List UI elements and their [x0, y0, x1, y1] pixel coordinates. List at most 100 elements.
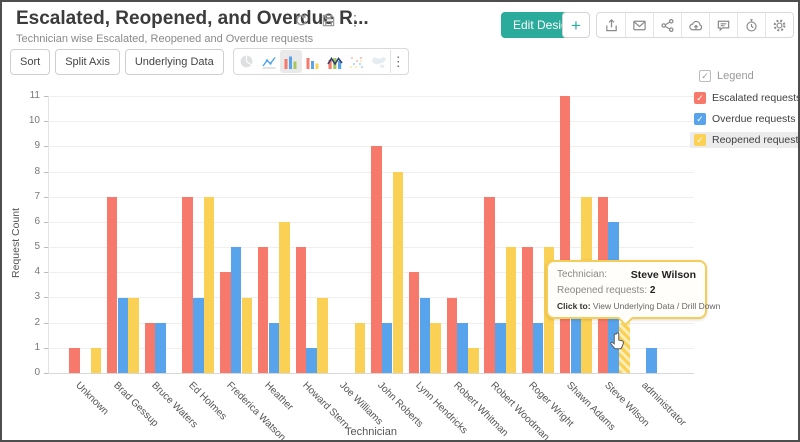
bar-overdue-requests-frederica-watson[interactable] [230, 247, 242, 373]
title-more-button[interactable]: ⋮ [346, 11, 364, 29]
map-chart-type-button[interactable] [368, 50, 390, 73]
grouped-bar-chart-type-button[interactable] [302, 50, 324, 73]
refresh-button[interactable] [292, 11, 310, 29]
page-title: Escalated, Reopened, and Overdue R... [16, 8, 369, 29]
combo-chart-icon [327, 55, 343, 69]
publish-button[interactable] [681, 13, 709, 37]
legend-toggle[interactable]: ✓ Legend [699, 70, 798, 82]
bar-escalated-requests-frederica-watson[interactable] [220, 272, 231, 373]
y-tick-label: 11 [29, 90, 40, 101]
bar-overdue-requests-brad-gessup[interactable] [117, 297, 128, 373]
tooltip-metric-label: Reopened requests: [557, 285, 648, 296]
chart-tooltip: Technician: Steve Wilson Reopened reques… [546, 260, 720, 327]
tooltip-metric-value: 2 [649, 285, 656, 296]
y-tick-mark [44, 272, 48, 274]
header-action-group [596, 12, 794, 38]
kebab-icon: ⋮ [391, 53, 405, 69]
schedule-button[interactable] [737, 13, 765, 37]
legend-checkbox-icon: ✓ [699, 70, 711, 82]
bar-overdue-requests-howard-stern[interactable] [306, 347, 317, 373]
legend-item-overdue[interactable]: ✓ Overdue requests [690, 111, 798, 127]
cloud-upload-icon [688, 18, 704, 33]
bar-escalated-requests-shawn-adams[interactable] [559, 96, 571, 373]
split-axis-button[interactable]: Split Axis [55, 48, 120, 75]
y-tick-label: 6 [34, 215, 40, 227]
bar-escalated-requests-heather[interactable] [257, 247, 269, 373]
y-tick-label: 2 [34, 316, 40, 328]
bar-reopened-requests-heather[interactable] [279, 221, 290, 373]
export-button[interactable] [597, 13, 625, 37]
grouped-bar-chart-icon [305, 55, 320, 69]
y-tick-label: 4 [34, 266, 40, 278]
bar-overdue-requests-heather[interactable] [268, 322, 279, 373]
chart-toolbar: Sort Split Axis Underlying Data [10, 48, 409, 75]
y-tick-label: 8 [34, 165, 40, 177]
bar-reopened-requests-robert-woodman[interactable] [505, 247, 517, 373]
bar-reopened-requests-ed-holmes[interactable] [203, 196, 215, 373]
bar-reopened-requests-steve-wilson[interactable] [619, 322, 630, 373]
y-tick-label: 7 [34, 190, 40, 202]
bar-escalated-requests-robert-whitman[interactable] [446, 297, 457, 373]
refresh-icon [294, 13, 309, 28]
x-axis-label: Heather [262, 380, 295, 413]
gridline [48, 96, 694, 97]
scatter-chart-type-button[interactable] [346, 50, 368, 73]
bar-escalated-requests-robert-woodman[interactable] [484, 196, 495, 373]
comment-button[interactable] [709, 13, 737, 37]
tooltip-click-label: Click to: [557, 301, 591, 311]
bar-escalated-requests-lynn-hendricks[interactable] [408, 272, 420, 373]
bar-overdue-requests-robert-woodman[interactable] [495, 322, 506, 373]
y-tick-mark [44, 171, 48, 173]
bar-escalated-requests-brad-gessup[interactable] [106, 196, 118, 373]
chart-type-more-button[interactable]: ⋮ [389, 50, 406, 73]
bar-chart-type-button[interactable] [279, 50, 302, 73]
bar-reopened-requests-robert-whitman[interactable] [468, 347, 479, 373]
y-axis-title: Request Count [10, 207, 22, 279]
bar-overdue-requests-john-roberts[interactable] [381, 322, 393, 373]
y-tick-mark [44, 196, 48, 198]
add-button[interactable]: + [562, 12, 590, 38]
x-axis-label: Unknown [73, 380, 111, 418]
bar-overdue-requests-shawn-adams[interactable] [570, 297, 581, 373]
bar-escalated-requests-john-roberts[interactable] [371, 146, 382, 373]
bar-escalated-requests-unknown[interactable] [69, 347, 80, 373]
pie-chart-type-button[interactable] [236, 50, 258, 73]
share-icon [660, 18, 675, 33]
bar-overdue-requests-ed-holmes[interactable] [193, 297, 204, 373]
bar-reopened-requests-unknown[interactable] [90, 347, 101, 373]
reopened-swatch-icon: ✓ [694, 134, 706, 146]
bar-overdue-requests-administrator[interactable] [646, 347, 657, 373]
legend-item-reopened[interactable]: ✓ Reopened requests [690, 132, 798, 148]
bar-reopened-requests-john-roberts[interactable] [392, 171, 403, 373]
line-chart-type-button[interactable] [258, 50, 280, 73]
overdue-swatch-icon: ✓ [694, 113, 706, 125]
bar-reopened-requests-brad-gessup[interactable] [128, 297, 139, 373]
legend-item-escalated[interactable]: ✓ Escalated requests [690, 90, 798, 106]
bar-overdue-requests-roger-wright[interactable] [532, 322, 544, 373]
bar-escalated-requests-bruce-waters[interactable] [144, 322, 155, 373]
bar-reopened-requests-lynn-hendricks[interactable] [430, 322, 441, 373]
underlying-data-button[interactable]: Underlying Data [124, 48, 224, 75]
bar-reopened-requests-frederica-watson[interactable] [241, 297, 252, 373]
chart-type-switcher: ⋮ [232, 48, 409, 75]
combo-chart-type-button[interactable] [324, 50, 346, 73]
tooltip-click-value[interactable]: View Underlying Data / Drill Down [592, 301, 721, 311]
bar-chart-icon [283, 55, 298, 69]
y-axis-line [48, 96, 49, 373]
bar-overdue-requests-robert-whitman[interactable] [457, 322, 468, 373]
line-chart-icon [261, 55, 277, 69]
bar-reopened-requests-joe-williams[interactable] [354, 322, 366, 373]
bar-escalated-requests-ed-holmes[interactable] [182, 196, 193, 373]
email-button[interactable] [625, 13, 653, 37]
bar-reopened-requests-howard-stern[interactable] [317, 297, 328, 373]
sort-button[interactable]: Sort [10, 48, 51, 75]
bar-overdue-requests-bruce-waters[interactable] [155, 322, 166, 373]
bar-overdue-requests-lynn-hendricks[interactable] [419, 297, 430, 373]
bar-escalated-requests-howard-stern[interactable] [295, 247, 306, 373]
share-button[interactable] [653, 13, 681, 37]
settings-button[interactable] [765, 13, 793, 37]
bar-escalated-requests-roger-wright[interactable] [522, 247, 533, 373]
save-button[interactable] [319, 11, 337, 29]
y-tick-label: 0 [34, 367, 40, 378]
